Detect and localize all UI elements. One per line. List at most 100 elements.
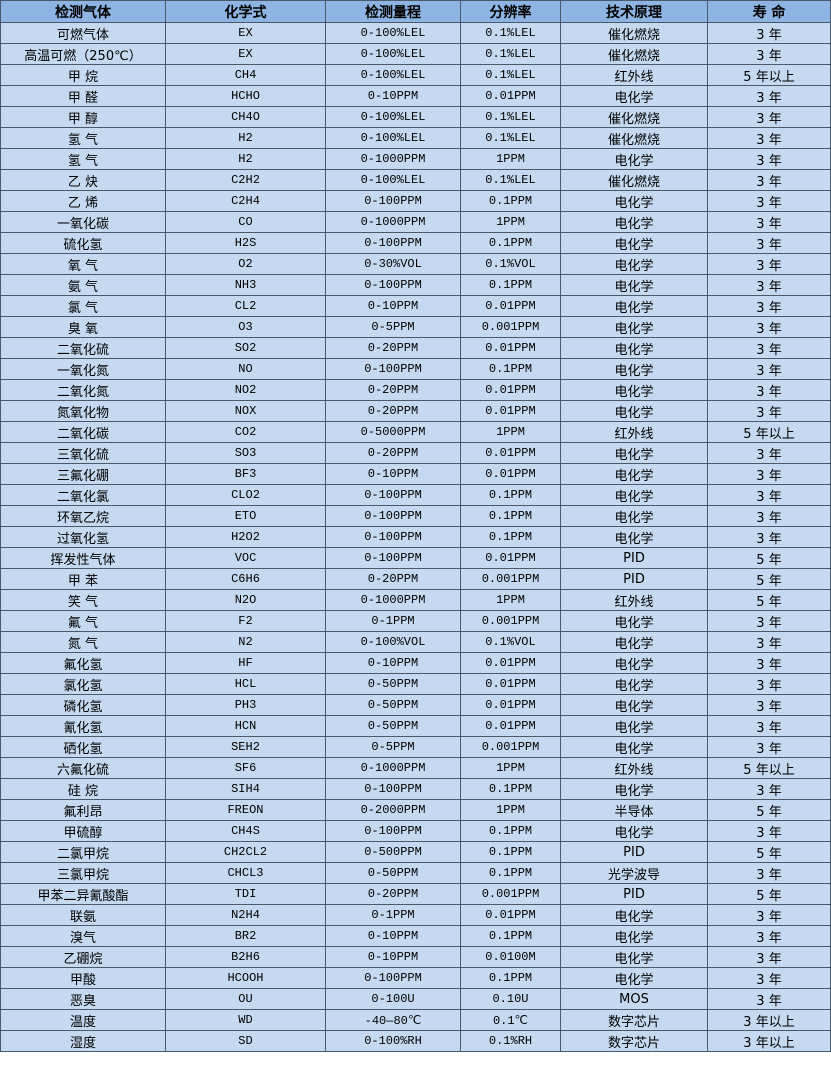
cell-formula: CO2 [165,421,326,443]
cell-range: 0-20PPM [325,337,461,359]
cell-principle: 电化学 [560,946,708,968]
cell-lifetime: 3 年 [707,904,831,926]
cell-formula: VOC [165,547,326,569]
cell-principle: 半导体 [560,799,708,821]
cell-range: 0-10PPM [325,925,461,947]
table-row: 氰化氢 HCN 0-50PPM 0.01PPM 电化学 3 年 [0,715,831,737]
cell-range: 0-10PPM [325,295,461,317]
cell-lifetime: 3 年 [707,211,831,233]
cell-principle: PID [560,547,708,569]
cell-resolution: 0.1%RH [460,1030,561,1052]
table-row: 一氧化氮 NO 0-100PPM 0.1PPM 电化学 3 年 [0,358,831,380]
cell-formula: N2H4 [165,904,326,926]
cell-range: 0-50PPM [325,673,461,695]
cell-gas: 溴气 [0,925,166,947]
cell-lifetime: 5 年 [707,547,831,569]
cell-principle: 电化学 [560,358,708,380]
table-row: 笑 气 N2O 0-1000PPM 1PPM 红外线 5 年 [0,589,831,611]
cell-gas: 氟 气 [0,610,166,632]
table-row: 三氧化硫 SO3 0-20PPM 0.01PPM 电化学 3 年 [0,442,831,464]
cell-lifetime: 3 年 [707,85,831,107]
cell-range: 0-100%VOL [325,631,461,653]
cell-lifetime: 3 年 [707,631,831,653]
cell-principle: 电化学 [560,85,708,107]
cell-gas: 磷化氢 [0,694,166,716]
cell-lifetime: 3 年 [707,358,831,380]
table-row: 挥发性气体 VOC 0-100PPM 0.01PPM PID 5 年 [0,547,831,569]
cell-resolution: 0.01PPM [460,673,561,695]
cell-gas: 氟化氢 [0,652,166,674]
cell-range: 0-1000PPM [325,757,461,779]
cell-resolution: 0.1PPM [460,484,561,506]
cell-lifetime: 3 年 [707,43,831,65]
cell-resolution: 0.1PPM [460,967,561,989]
cell-range: 0-20PPM [325,379,461,401]
cell-gas: 甲苯二异氰酸酯 [0,883,166,905]
cell-principle: 电化学 [560,190,708,212]
table-row: 氮 气 N2 0-100%VOL 0.1%VOL 电化学 3 年 [0,631,831,653]
cell-lifetime: 3 年 [707,673,831,695]
cell-gas: 一氧化碳 [0,211,166,233]
cell-gas: 氢 气 [0,127,166,149]
cell-gas: 氰化氢 [0,715,166,737]
table-row: 三氯甲烷 CHCL3 0-50PPM 0.1PPM 光学波导 3 年 [0,862,831,884]
table-row: 硅 烷 SIH4 0-100PPM 0.1PPM 电化学 3 年 [0,778,831,800]
cell-range: 0-1PPM [325,904,461,926]
cell-range: 0-100PPM [325,526,461,548]
cell-formula: HCN [165,715,326,737]
cell-principle: 电化学 [560,526,708,548]
cell-principle: 数字芯片 [560,1030,708,1052]
table-row: 恶臭 OU 0-100U 0.10U MOS 3 年 [0,988,831,1010]
cell-principle: 红外线 [560,589,708,611]
cell-resolution: 1PPM [460,421,561,443]
cell-formula: SO3 [165,442,326,464]
cell-resolution: 0.1PPM [460,190,561,212]
cell-range: 0-100U [325,988,461,1010]
cell-resolution: 0.01PPM [460,715,561,737]
cell-range: 0-50PPM [325,715,461,737]
table-row: 臭 氧 O3 0-5PPM 0.001PPM 电化学 3 年 [0,316,831,338]
cell-formula: BR2 [165,925,326,947]
table-row: 三氟化硼 BF3 0-10PPM 0.01PPM 电化学 3 年 [0,463,831,485]
cell-range: 0-1000PPM [325,211,461,233]
cell-formula: HCHO [165,85,326,107]
header-resolution: 分辨率 [460,0,561,23]
cell-gas: 氮氧化物 [0,400,166,422]
cell-lifetime: 3 年 [707,988,831,1010]
cell-resolution: 1PPM [460,211,561,233]
cell-lifetime: 5 年 [707,568,831,590]
cell-resolution: 0.1%VOL [460,253,561,275]
cell-range: 0-50PPM [325,694,461,716]
cell-gas: 甲酸 [0,967,166,989]
cell-resolution: 0.1%LEL [460,127,561,149]
table-row: 氯化氢 HCL 0-50PPM 0.01PPM 电化学 3 年 [0,673,831,695]
cell-principle: 电化学 [560,232,708,254]
table-row: 氢 气 H2 0-100%LEL 0.1%LEL 催化燃烧 3 年 [0,127,831,149]
cell-formula: H2 [165,127,326,149]
cell-formula: N2O [165,589,326,611]
cell-range: 0-10PPM [325,652,461,674]
cell-resolution: 0.1PPM [460,526,561,548]
cell-gas: 乙 炔 [0,169,166,191]
table-row: 甲 苯 C6H6 0-20PPM 0.001PPM PID 5 年 [0,568,831,590]
cell-resolution: 0.10U [460,988,561,1010]
cell-resolution: 0.1%VOL [460,631,561,653]
cell-range: 0-100%LEL [325,43,461,65]
cell-formula: CL2 [165,295,326,317]
header-range: 检测量程 [325,0,461,23]
cell-formula: N2 [165,631,326,653]
cell-resolution: 0.1PPM [460,505,561,527]
cell-lifetime: 3 年 [707,820,831,842]
cell-gas: 臭 氧 [0,316,166,338]
cell-formula: CHCL3 [165,862,326,884]
cell-formula: O2 [165,253,326,275]
cell-range: 0-100PPM [325,778,461,800]
table-row: 氧 气 O2 0-30%VOL 0.1%VOL 电化学 3 年 [0,253,831,275]
cell-gas: 甲硫醇 [0,820,166,842]
table-row: 二氧化硫 SO2 0-20PPM 0.01PPM 电化学 3 年 [0,337,831,359]
cell-range: 0-30%VOL [325,253,461,275]
cell-resolution: 0.001PPM [460,883,561,905]
cell-lifetime: 3 年以上 [707,1030,831,1052]
cell-principle: 催化燃烧 [560,43,708,65]
cell-resolution: 0.1%LEL [460,169,561,191]
